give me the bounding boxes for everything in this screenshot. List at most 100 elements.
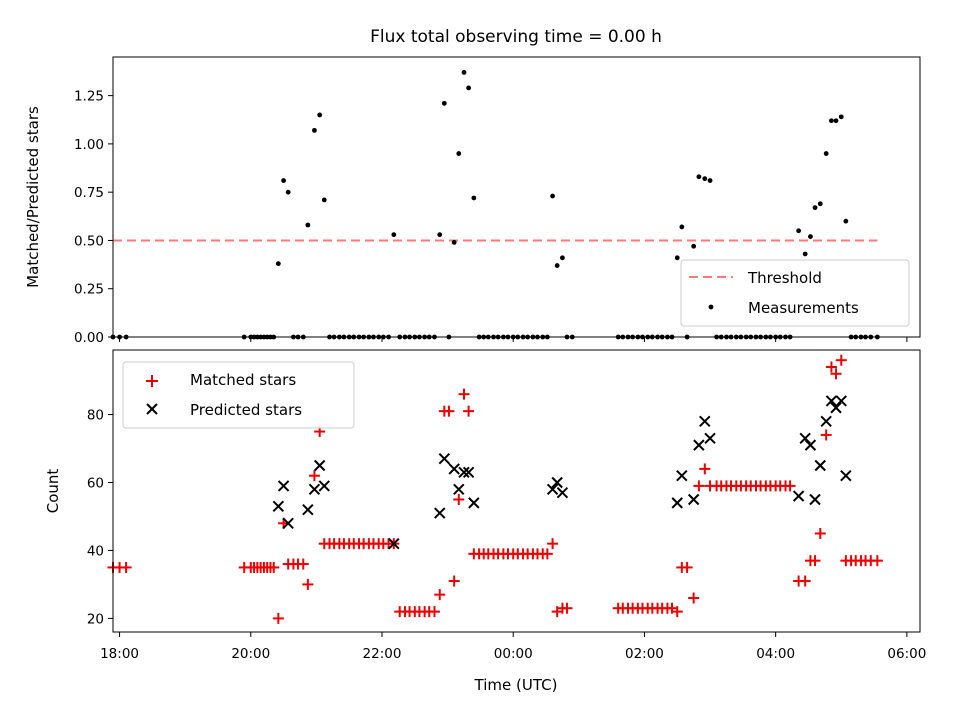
matched-point — [434, 589, 446, 601]
bottom-ytick-label: 20 — [87, 611, 104, 627]
bottom-ylabel: Count — [44, 469, 62, 514]
predicted-point — [438, 453, 451, 465]
matched-point — [448, 575, 460, 587]
predicted-point — [458, 466, 470, 479]
measurement-point — [707, 178, 713, 183]
bottom-xtick-label: 00:00 — [494, 646, 533, 662]
matched-point — [830, 368, 842, 380]
measurement-point — [550, 193, 555, 199]
predicted-point — [840, 470, 852, 482]
predicted-point — [792, 490, 805, 502]
predicted-point — [434, 507, 446, 519]
top-panel: 0.00 0.25 0.50 0.75 1.00 1.25 Matched/Predict… — [24, 56, 921, 346]
matched-point — [814, 527, 826, 539]
measurement-point — [317, 112, 323, 118]
matched-point — [268, 561, 280, 573]
top-ticks: 0.00 0.25 0.50 0.75 1.00 1.25 — [74, 89, 908, 346]
top-axes-frame — [112, 56, 921, 338]
predicted-point — [318, 480, 330, 492]
predicted-point — [693, 439, 705, 451]
bottom-xtick-label: 02:00 — [625, 646, 664, 662]
matched-point — [297, 558, 309, 570]
measurement-point — [838, 114, 844, 120]
predicted-point — [820, 415, 832, 428]
predicted-point — [799, 432, 811, 445]
measurement-point — [437, 232, 443, 238]
matched-point — [799, 575, 811, 587]
matched-points — [107, 354, 883, 624]
bottom-axes-frame — [112, 349, 921, 633]
top-ytick-label: 1.25 — [74, 89, 104, 105]
matched-point — [458, 388, 470, 400]
matched-point — [871, 555, 883, 567]
top-ytick-label: 0.75 — [74, 185, 104, 201]
measurement-point — [696, 174, 702, 180]
predicted-point — [809, 493, 821, 506]
measurement-point — [391, 232, 397, 238]
predicted-point — [551, 476, 563, 489]
predicted-point — [804, 439, 817, 451]
predicted-point — [830, 402, 842, 414]
measurement-point — [275, 261, 281, 267]
top-ytick-label: 0.00 — [74, 330, 104, 346]
matched-point — [302, 578, 314, 590]
predicted-point — [825, 395, 838, 407]
measurement-point — [305, 222, 311, 228]
measurement-point — [321, 197, 327, 203]
matched-point — [561, 602, 573, 614]
predicted-point — [546, 483, 559, 496]
predicted-point — [302, 503, 314, 516]
predicted-point — [835, 395, 847, 407]
matched-legend-label: Matched stars — [190, 371, 296, 389]
measurement-point — [817, 201, 823, 207]
bottom-ytick-label: 40 — [87, 543, 104, 559]
matched-point — [784, 480, 796, 492]
top-ytick-label: 0.25 — [74, 282, 104, 298]
predicted-point — [687, 493, 700, 506]
measurement-point — [281, 178, 286, 183]
measurement-point — [471, 195, 477, 201]
measurements-legend-label: Measurements — [748, 299, 859, 317]
matched-point — [681, 561, 693, 573]
predicted-legend-label: Predicted stars — [190, 401, 302, 419]
bottom-ytick-label: 60 — [87, 476, 104, 492]
matched-point — [463, 405, 475, 417]
predicted-point — [462, 466, 475, 479]
matched-point — [453, 493, 465, 505]
measurement-point — [674, 255, 680, 261]
bottom-ytick-label: 80 — [87, 408, 104, 424]
matched-point — [547, 538, 559, 550]
predicted-points — [272, 395, 852, 550]
measurement-point — [466, 85, 472, 91]
measurement-point — [560, 255, 565, 261]
bottom-xtick-label: 06:00 — [887, 646, 926, 662]
predicted-point — [676, 470, 688, 482]
matched-point — [443, 405, 455, 417]
matched-point — [272, 612, 284, 624]
predicted-point — [704, 432, 716, 445]
measurement-point — [461, 70, 467, 75]
matched-point — [671, 606, 683, 618]
measurement-point — [802, 251, 808, 257]
matched-point — [120, 561, 132, 573]
bottom-ticks: 18:00 20:00 22:00 00:00 02:00 04:00 06:00 20 40 6… — [87, 408, 927, 662]
predicted-point — [272, 500, 285, 512]
predicted-point — [282, 517, 294, 529]
measurement-point — [808, 234, 813, 239]
bottom-legend: Matched stars Predicted stars — [122, 361, 355, 429]
bottom-xtick-label: 04:00 — [756, 646, 795, 662]
measurement-point — [812, 205, 818, 211]
bottom-xtick-label: 18:00 — [100, 646, 139, 662]
measurement-point — [456, 151, 462, 156]
bottom-panel: 18:00 20:00 22:00 00:00 02:00 04:00 06:00 20 40 6… — [44, 349, 927, 694]
measurement-point — [823, 151, 829, 156]
bottom-legend-box — [122, 361, 355, 429]
top-legend-box — [680, 259, 910, 327]
measurements-legend-swatch — [708, 304, 714, 310]
measurement-point — [441, 100, 447, 106]
measurement-point — [833, 118, 839, 124]
matched-point — [809, 555, 821, 567]
matched-point — [835, 354, 847, 366]
measurement-point — [554, 263, 560, 268]
